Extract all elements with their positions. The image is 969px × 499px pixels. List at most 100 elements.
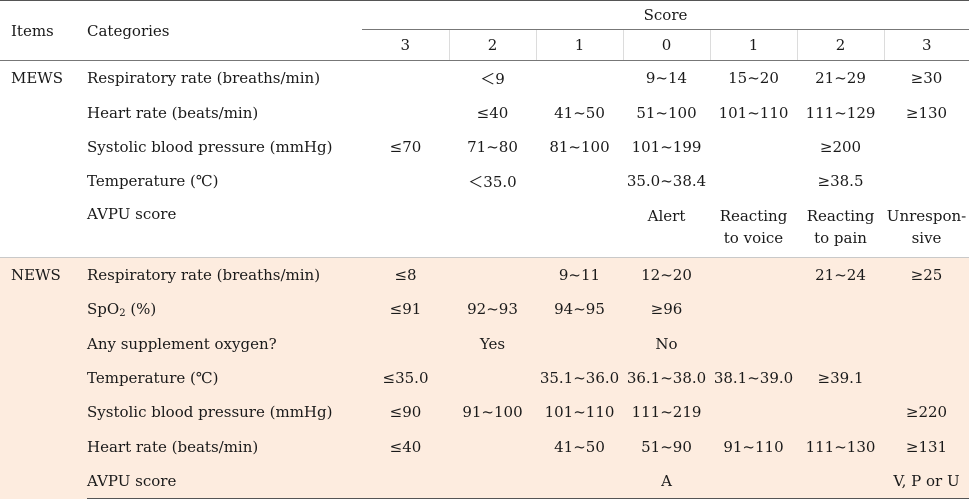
- score-cell: [710, 256, 797, 292]
- score-cell: ≤90: [362, 395, 449, 430]
- score-cell: 38.1~39.0: [710, 360, 797, 396]
- score-cell: 81~100: [549, 137, 610, 156]
- score-cell: [536, 61, 623, 96]
- score-cell: ≥200: [819, 137, 862, 156]
- score-cell: ≥25: [884, 256, 969, 292]
- category-label: Respiratory rate (breaths/min): [87, 256, 362, 292]
- score-cell: 111~130: [797, 429, 884, 464]
- score-cell: [797, 395, 884, 430]
- score-cell: 101~110: [718, 103, 789, 122]
- score-cell: 35.0~38.4: [626, 172, 707, 191]
- score-cell: 12~20: [623, 256, 710, 292]
- score-cell: [362, 95, 449, 129]
- category-label: Temperature (℃): [87, 172, 219, 191]
- table-row: AVPU score Alert Reacting to voice React…: [0, 199, 969, 258]
- score-cell: [536, 326, 623, 361]
- score-cell: 51~90: [623, 429, 710, 464]
- score-cell: [884, 291, 969, 327]
- score-cell: [884, 130, 969, 164]
- score-cell: [362, 164, 449, 198]
- category-label: Respiratory rate (breaths/min): [87, 69, 321, 88]
- score-cell: ≤35.0: [362, 360, 449, 396]
- score-cell: 111~219: [623, 395, 710, 430]
- score-cell: [536, 463, 623, 499]
- score-cell: ≤40: [362, 429, 449, 464]
- score-cell: 15~20: [728, 69, 779, 88]
- categories-header: Categories: [87, 0, 362, 61]
- score-cell: Reacting to pain: [806, 206, 875, 247]
- score-cell: [797, 291, 884, 327]
- score-cell: 111~129: [805, 103, 876, 122]
- score-cell: [884, 164, 969, 198]
- score-cell: 9~11: [536, 256, 623, 292]
- score-cell: 71~80: [467, 137, 518, 156]
- score-cell: [710, 395, 797, 430]
- score-cell: V, P or U: [884, 463, 969, 499]
- score-cell: ≤70: [389, 137, 422, 156]
- score-cell: Alert: [647, 206, 686, 225]
- score-cell: Yes: [449, 326, 536, 361]
- score-cell: 35.1~36.0: [536, 360, 623, 396]
- score-cell: ≥131: [884, 429, 969, 464]
- score-cell: Reacting to voice: [719, 206, 788, 247]
- score-header: Score: [362, 0, 969, 30]
- score-cell: [710, 326, 797, 361]
- table-row: Temperature (℃) ＜35.0 35.0~38.4 ≥38.5: [0, 164, 969, 198]
- score-cell: ≥39.1: [797, 360, 884, 396]
- score-cell: [449, 199, 536, 258]
- group-label-mews: MEWS: [11, 69, 64, 87]
- score-cell: ≤8: [362, 256, 449, 292]
- score-cell: 36.1~38.0: [623, 360, 710, 396]
- score-cell: [362, 61, 449, 96]
- score-col-header: 2: [796, 29, 884, 61]
- score-cell: ≥96: [623, 291, 710, 327]
- score-col-header: 1: [709, 29, 797, 61]
- score-cell: [449, 429, 536, 464]
- category-label: Systolic blood pressure (mmHg): [87, 137, 333, 156]
- score-cell: 91~110: [710, 429, 797, 464]
- score-col-header: 1: [535, 29, 623, 61]
- score-cell: [797, 326, 884, 361]
- table-row: Temperature (℃) ≤35.0 35.1~36.0 36.1~38.…: [0, 360, 969, 396]
- score-cell: [362, 463, 449, 499]
- score-cell: 94~95: [536, 291, 623, 327]
- score-cell: [884, 360, 969, 396]
- score-cell: ≤40: [476, 103, 509, 122]
- score-col-header: 0: [622, 29, 710, 61]
- score-cell: [536, 199, 623, 258]
- score-cell: [362, 199, 449, 258]
- score-cell: [362, 326, 449, 361]
- table-row: Heart rate (beats/min) ≤40 41~50 51~100 …: [0, 95, 969, 129]
- score-cell: 92~93: [449, 291, 536, 327]
- score-cell: Unrespon-sive: [886, 206, 967, 247]
- category-label: Heart rate (beats/min): [87, 103, 259, 122]
- score-cell: 21~24: [797, 256, 884, 292]
- score-cell: ≥38.5: [817, 172, 864, 191]
- score-cell: [797, 463, 884, 499]
- score-cell: 21~29: [815, 69, 866, 88]
- score-cell: [710, 164, 797, 198]
- score-cell: [710, 463, 797, 499]
- score-cell: [449, 463, 536, 499]
- group-label-news: NEWS: [0, 256, 87, 499]
- table-row: SpO2 (%) ≤91 92~93 94~95 ≥96: [0, 291, 969, 327]
- category-label: AVPU score: [87, 463, 362, 499]
- items-header: Items: [0, 0, 87, 61]
- category-label: AVPU score: [87, 204, 177, 223]
- category-label: Temperature (℃): [87, 360, 362, 396]
- score-cell: [884, 326, 969, 361]
- score-cell: [710, 291, 797, 327]
- score-col-header: 3: [362, 29, 449, 61]
- table-row: Any supplement oxygen? Yes No: [0, 326, 969, 361]
- score-cell: [710, 130, 797, 164]
- table-row: MEWS Respiratory rate (breaths/min) ＜9 9…: [0, 61, 969, 96]
- category-label: Systolic blood pressure (mmHg): [87, 395, 362, 430]
- table-row: Systolic blood pressure (mmHg) ≤90 91~10…: [0, 395, 969, 430]
- score-cell: ≥220: [884, 395, 969, 430]
- score-col-header: 2: [448, 29, 536, 61]
- score-col-header: 3: [883, 29, 969, 61]
- score-cell: 91~100: [449, 395, 536, 430]
- score-cell: 101~199: [631, 137, 702, 156]
- score-cell: ≥30: [910, 69, 943, 88]
